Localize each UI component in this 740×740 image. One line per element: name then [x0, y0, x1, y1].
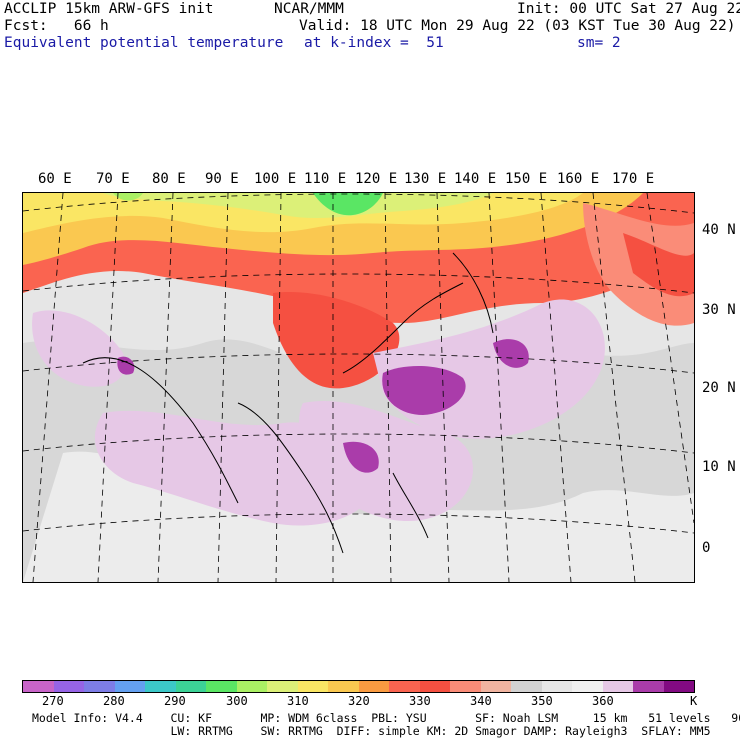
colorbar-swatch-10 [328, 681, 359, 692]
purple-pacific-core [493, 339, 529, 368]
colorbar [22, 680, 695, 693]
colorbar-swatch-14 [450, 681, 481, 692]
green-patch [313, 193, 383, 216]
purple-india-core [117, 356, 135, 375]
lavender-south-china-sea [299, 400, 473, 522]
field-name: Equivalent potential temperature [4, 35, 284, 51]
colorbar-swatch-19 [602, 681, 633, 692]
theta-e-field [23, 193, 694, 582]
red-china-tongue [273, 292, 400, 389]
colorbar-swatch-6 [206, 681, 237, 692]
lat-label-40n: 40 N [702, 222, 736, 238]
colorbar-tick-340: 340 [470, 694, 492, 708]
yellow-green-band [103, 193, 493, 219]
parallel-0 [23, 513, 694, 534]
smoothing-label: sm= 2 [577, 35, 621, 51]
meridian-90e [217, 193, 229, 582]
lon-label-160e: 160 E [557, 171, 600, 187]
philippines-coast [392, 472, 429, 539]
colorbar-tick-300: 300 [226, 694, 248, 708]
colorbar-swatch-20 [633, 681, 664, 692]
colorbar-tick-360: 360 [592, 694, 614, 708]
colorbar-swatch-17 [541, 681, 572, 692]
colorbar-unit: K [690, 694, 698, 708]
lat-label-30n: 30 N [702, 302, 736, 318]
green-patch-west [113, 193, 143, 201]
level-index: at k-index = 51 [304, 35, 444, 51]
parallel-10n [23, 433, 694, 454]
lat-label-20n: 20 N [702, 380, 736, 396]
graticule [23, 193, 694, 582]
lon-label-140e: 140 E [454, 171, 497, 187]
model-info-line2: LW: RRTMG SW: RRTMG DIFF: simple KM: 2D … [32, 724, 711, 738]
purple-scs-core [343, 441, 379, 473]
meridian-120e [384, 193, 392, 582]
indochina-coast [237, 402, 344, 554]
colorbar-swatch-9 [297, 681, 328, 692]
colorbar-swatch-21 [663, 681, 694, 692]
colorbar-swatch-2 [84, 681, 115, 692]
map-panel [22, 192, 695, 583]
meridian-70e [97, 193, 119, 582]
meridian-140e [488, 193, 510, 582]
lon-label-90e: 90 E [205, 171, 239, 187]
colorbar-swatch-1 [53, 681, 84, 692]
colorbar-tick-280: 280 [103, 694, 125, 708]
india-coast [82, 357, 239, 504]
colorbar-swatch-18 [572, 681, 603, 692]
colorbar-swatch-12 [389, 681, 420, 692]
lon-label-170e: 170 E [612, 171, 655, 187]
lon-label-120e: 120 E [355, 171, 398, 187]
colorbar-swatch-5 [175, 681, 206, 692]
meridian-170e [646, 193, 694, 524]
lat-label-10n: 10 N [702, 459, 736, 475]
japan-coast [452, 252, 494, 334]
colorbar-swatch-13 [419, 681, 450, 692]
purple-taiwan-core [382, 366, 466, 415]
colorbar-tick-350: 350 [531, 694, 553, 708]
colorbar-swatch-8 [267, 681, 298, 692]
coastlines [82, 252, 494, 554]
lon-label-80e: 80 E [152, 171, 186, 187]
lon-label-110e: 110 E [304, 171, 347, 187]
colorbar-swatch-11 [358, 681, 389, 692]
lavender-india [32, 310, 125, 387]
colorbar-swatch-16 [511, 681, 542, 692]
model-info-line1: Model Info: V4.4 CU: KF MP: WDM 6class P… [32, 711, 740, 725]
lon-label-100e: 100 E [254, 171, 297, 187]
colorbar-swatch-7 [236, 681, 267, 692]
init-time: Init: 00 UTC Sat 27 Aug 22 [517, 1, 740, 17]
lon-label-130e: 130 E [404, 171, 447, 187]
lon-label-60e: 60 E [38, 171, 72, 187]
institution-label: NCAR/MMM [274, 1, 344, 17]
valid-time: Valid: 18 UTC Mon 29 Aug 22 (03 KST Tue … [299, 18, 736, 34]
colorbar-tick-290: 290 [164, 694, 186, 708]
lon-label-70e: 70 E [96, 171, 130, 187]
lon-label-150e: 150 E [505, 171, 548, 187]
parallel-30n [23, 273, 694, 294]
run-title: ACCLIP 15km ARW-GFS init [4, 1, 214, 17]
colorbar-swatch-3 [114, 681, 145, 692]
red-pacific-core [623, 233, 694, 297]
parallel-40n [23, 193, 694, 214]
colorbar-tick-330: 330 [409, 694, 431, 708]
colorbar-tick-320: 320 [348, 694, 370, 708]
meridian-100e [275, 193, 282, 582]
forecast-hour: Fcst: 66 h [4, 18, 109, 34]
parallel-20n [23, 353, 694, 374]
meridian-80e [157, 193, 174, 582]
colorbar-tick-310: 310 [287, 694, 309, 708]
colorbar-tick-270: 270 [42, 694, 64, 708]
colorbar-swatch-15 [480, 681, 511, 692]
colorbar-swatch-4 [145, 681, 176, 692]
lat-label-0: 0 [702, 540, 711, 556]
colorbar-swatch-0 [23, 681, 54, 692]
china-coast [342, 282, 464, 374]
meridian-130e [436, 193, 450, 582]
